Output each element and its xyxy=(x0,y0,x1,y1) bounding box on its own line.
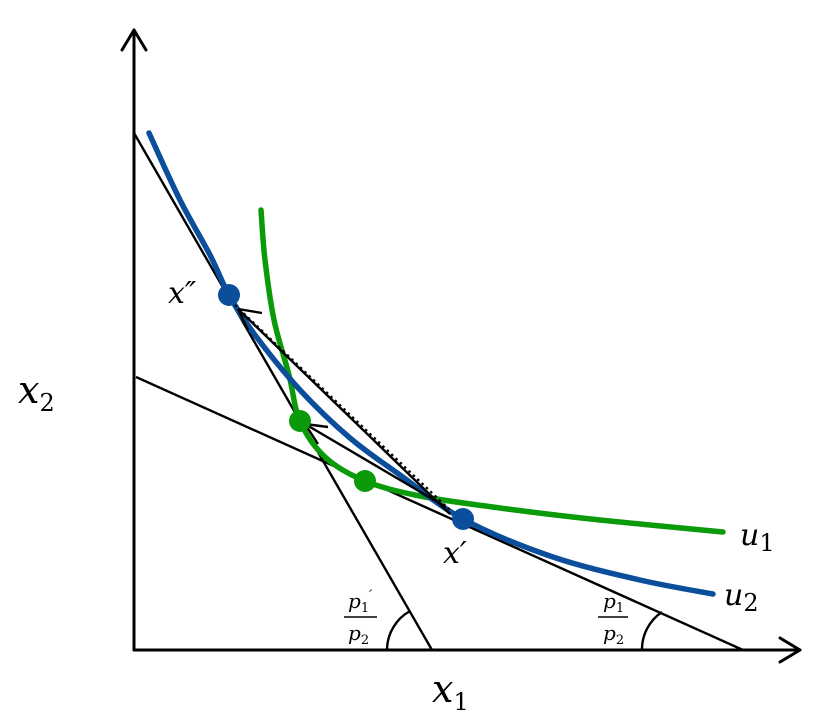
slope-label-original-price: p1 p2 xyxy=(598,589,628,648)
slope-label-new-price: p1′ p2 xyxy=(344,588,377,648)
curve-label-u1: u1 xyxy=(740,518,775,557)
point-substitution-bundle xyxy=(289,410,311,432)
point-original-tangency-u1 xyxy=(354,470,376,492)
angle-arc-original-price xyxy=(640,611,663,651)
arrow-to-substitution-point xyxy=(304,422,447,509)
indifference-curve-u1 xyxy=(258,207,726,535)
arrow-x-prime-to-x-double-prime xyxy=(237,308,451,515)
y-axis-arrowhead xyxy=(120,28,148,52)
angle-arc-new-price xyxy=(385,609,411,651)
x-axis-arrowhead xyxy=(778,636,802,664)
svg-text:p1: p1 xyxy=(603,589,624,616)
point-label-x-prime: x′ xyxy=(443,536,467,571)
bundle-points xyxy=(218,284,474,530)
svg-text:p1′: p1′ xyxy=(348,588,373,616)
point-x-prime xyxy=(452,508,474,530)
svg-text:p2: p2 xyxy=(603,621,624,648)
svg-text:p2: p2 xyxy=(348,621,369,648)
budget-line-original-prices xyxy=(135,375,744,652)
arrow-x-prime-to-x-double-prime-head-b xyxy=(236,308,250,331)
x-axis-label: x1 xyxy=(432,667,469,711)
budget-lines xyxy=(132,132,744,652)
point-x-double-prime xyxy=(218,284,240,306)
indifference-curve-u2 xyxy=(146,130,716,597)
angle-arcs xyxy=(385,609,663,651)
curve-label-u2: u2 xyxy=(724,578,759,617)
y-axis-label: x2 xyxy=(18,368,55,417)
arrow-x-prime-to-x-double-prime-head-a xyxy=(237,307,263,315)
point-label-x-double-prime: x″ xyxy=(168,276,197,311)
decomposition-arrows xyxy=(234,304,453,515)
budget-line-new-prices xyxy=(132,132,434,651)
